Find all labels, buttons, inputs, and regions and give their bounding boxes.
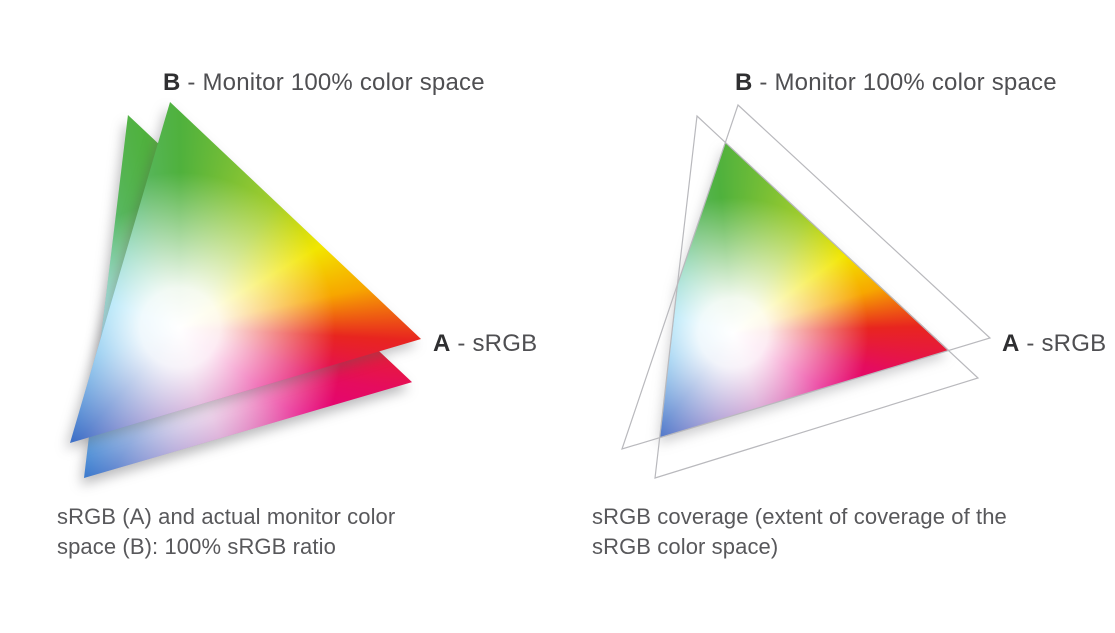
label-letter-a: A	[433, 330, 451, 357]
caption-srgb-coverage: sRGB coverage (extent of coverage of the…	[592, 504, 1007, 559]
label-letter-b: B	[163, 69, 181, 96]
srgb-label-right: A - sRGB	[1002, 330, 1106, 358]
srgb-outline-triangle	[621, 103, 992, 450]
monitor-colorspace-label-right: B - Monitor 100% color space	[735, 69, 1057, 97]
monitor-outline-triangle	[654, 114, 980, 479]
monitor-colorspace-label-left: B - Monitor 100% color space	[163, 69, 485, 97]
label-text: - sRGB	[1019, 330, 1107, 357]
label-text: - Monitor 100% color space	[752, 69, 1057, 96]
label-text: - Monitor 100% color space	[180, 69, 485, 96]
caption-srgb-ratio: sRGB (A) and actual monitor color space …	[57, 504, 396, 559]
label-letter-b: B	[735, 69, 753, 96]
label-letter-a: A	[1002, 330, 1020, 357]
label-text: - sRGB	[450, 330, 538, 357]
srgb-label-left: A - sRGB	[433, 330, 537, 358]
